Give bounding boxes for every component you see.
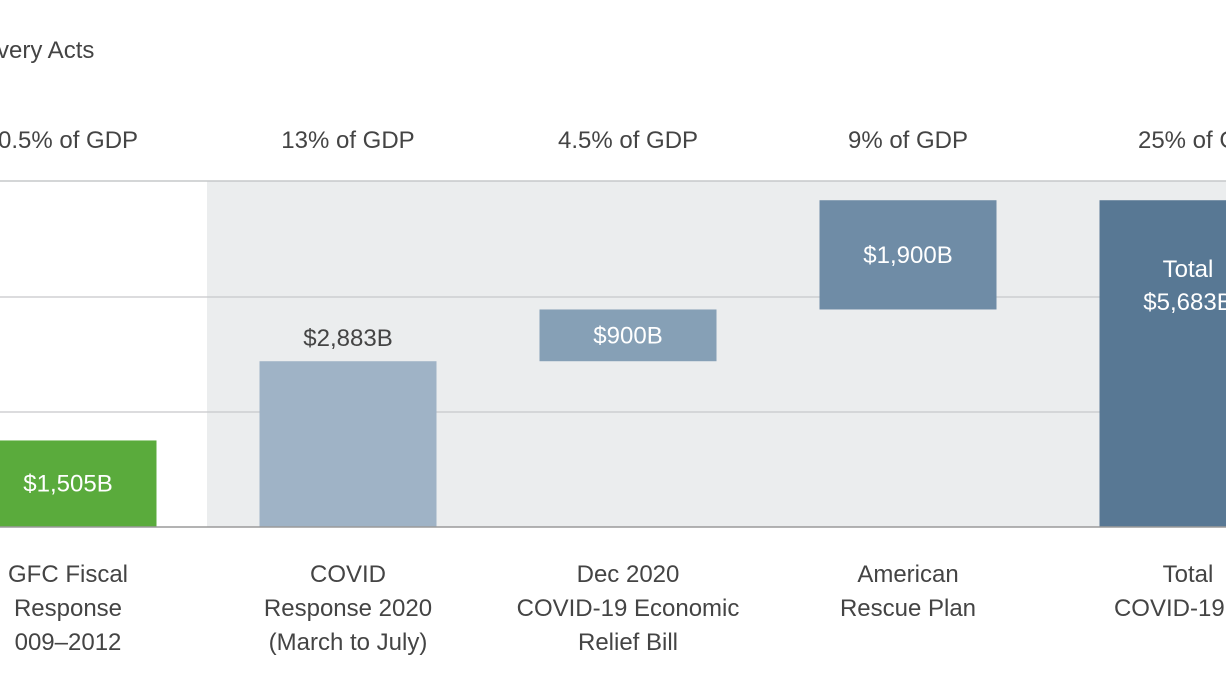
category-label: COVID xyxy=(310,561,386,588)
category-label: (March to July) xyxy=(269,629,428,656)
gdp-share-label: 13% of GDP xyxy=(281,127,414,154)
category-label: Total xyxy=(1163,561,1214,588)
data-label: $1,900B xyxy=(863,242,952,269)
category-label: COVID-19 Re xyxy=(1114,595,1226,622)
category-label: Relief Bill xyxy=(578,629,678,656)
labels: $1,505B 0.5% of GDP GFC Fiscal Response 009–… xyxy=(0,127,1226,656)
bar xyxy=(259,361,437,527)
gdp-share-label: 0.5% of GDP xyxy=(0,127,138,154)
category-label: 009–2012 xyxy=(15,629,122,656)
category-label: COVID-19 Economic xyxy=(517,595,740,622)
category-label: American xyxy=(857,561,958,588)
gdp-share-label: 9% of GDP xyxy=(848,127,968,154)
data-label: Total xyxy=(1163,256,1214,283)
category-label: Rescue Plan xyxy=(840,595,976,622)
gridlines xyxy=(0,180,1226,413)
category-label: Response 2020 xyxy=(264,595,432,622)
data-label: $1,505B xyxy=(23,471,112,498)
category-label: Dec 2020 xyxy=(577,561,680,588)
bar xyxy=(819,200,997,310)
chart-title: very Acts xyxy=(0,37,94,64)
bars xyxy=(0,200,1226,528)
category-label: Response xyxy=(14,595,122,622)
data-label: $2,883B xyxy=(303,325,392,352)
data-label: $5,683B xyxy=(1143,289,1226,316)
bar xyxy=(1099,200,1226,528)
bar xyxy=(539,309,717,362)
category-label: GFC Fiscal xyxy=(8,561,128,588)
gdp-share-label: 4.5% of GDP xyxy=(558,127,698,154)
data-label: $900B xyxy=(593,322,662,349)
gdp-share-label: 25% of G xyxy=(1138,127,1226,154)
bar xyxy=(0,440,157,527)
